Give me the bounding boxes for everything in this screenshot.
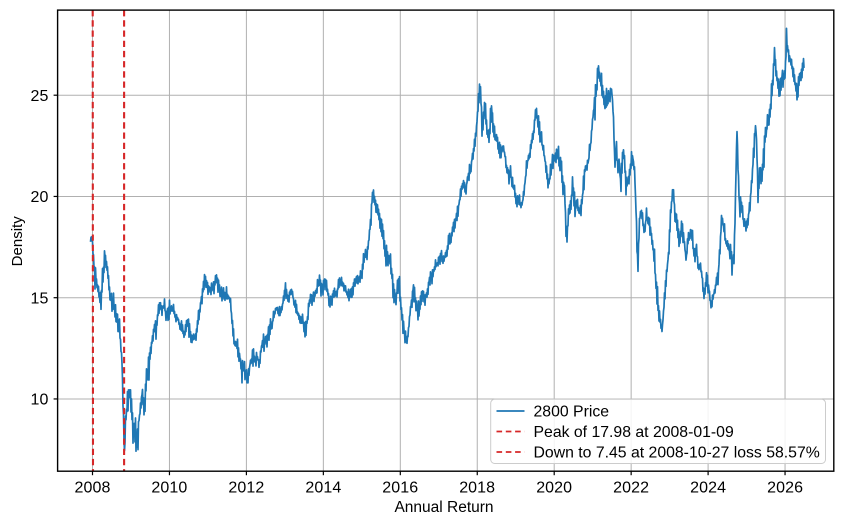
svg-text:2014: 2014 [305, 480, 341, 497]
svg-text:Annual Return: Annual Return [394, 499, 493, 516]
svg-text:2018: 2018 [459, 480, 495, 497]
svg-text:10: 10 [31, 392, 49, 409]
svg-text:2008: 2008 [75, 480, 111, 497]
svg-text:Down to 7.45 at 2008-10-27 los: Down to 7.45 at 2008-10-27 loss 58.57% [534, 444, 820, 461]
svg-text:2010: 2010 [151, 480, 187, 497]
svg-text:2026: 2026 [767, 480, 803, 497]
svg-text:2024: 2024 [690, 480, 726, 497]
svg-text:2022: 2022 [613, 480, 649, 497]
svg-text:2016: 2016 [382, 480, 418, 497]
svg-text:25: 25 [31, 88, 49, 105]
svg-text:15: 15 [31, 290, 49, 307]
svg-text:2020: 2020 [536, 480, 572, 497]
svg-text:2800 Price: 2800 Price [534, 403, 610, 420]
svg-text:Density: Density [9, 216, 26, 267]
svg-text:2012: 2012 [228, 480, 264, 497]
svg-text:Peak of 17.98 at 2008-01-09: Peak of 17.98 at 2008-01-09 [534, 424, 734, 441]
svg-text:20: 20 [31, 189, 49, 206]
